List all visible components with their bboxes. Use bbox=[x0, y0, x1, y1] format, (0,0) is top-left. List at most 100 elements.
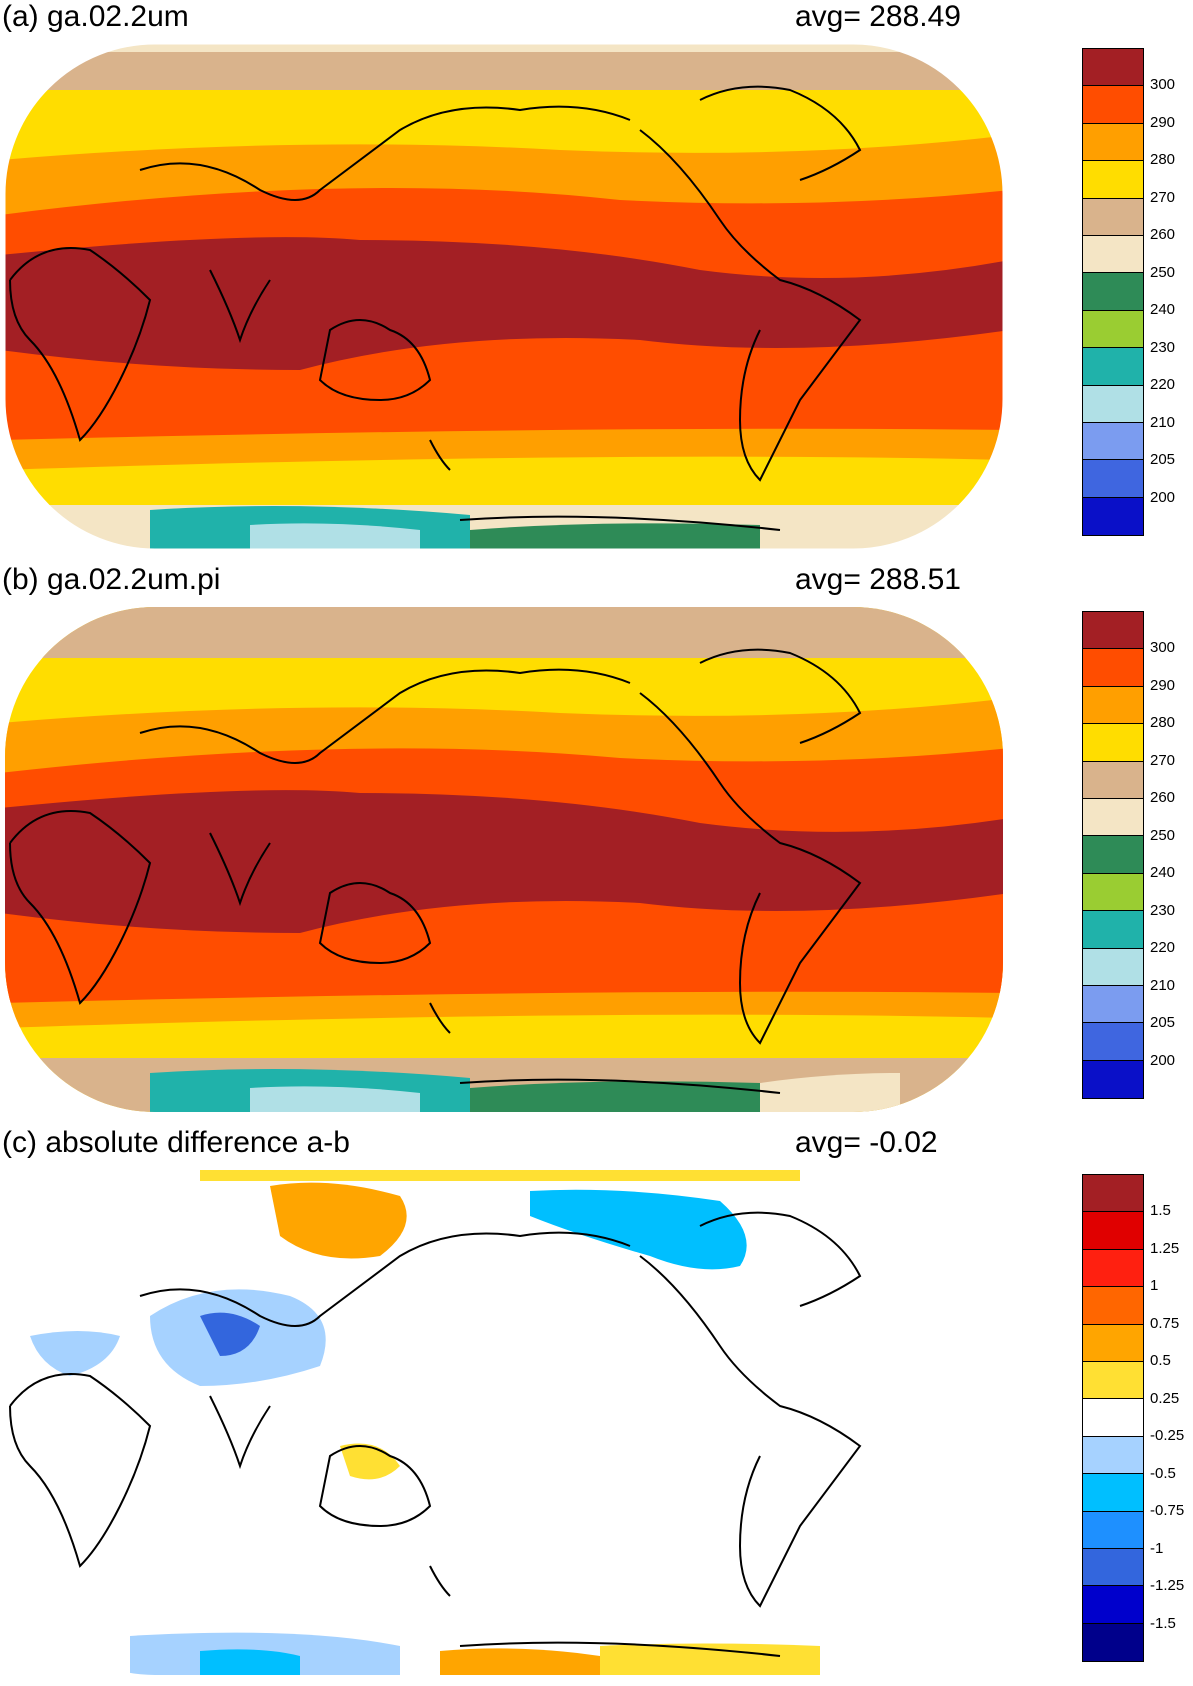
colorbar-cell bbox=[1083, 348, 1143, 386]
panel-b: (b) ga.02.2um.pi avg= 288.51 bbox=[0, 563, 1193, 1123]
colorbar-cell bbox=[1083, 1060, 1143, 1099]
panel-b-colorbar: 300 290 280 270 260 250 240 230 220 210 … bbox=[1082, 611, 1175, 1100]
map-background bbox=[5, 1170, 1003, 1675]
colorbar-cell bbox=[1083, 1287, 1143, 1325]
colorbar-label: 0.75 bbox=[1150, 1315, 1180, 1332]
colorbar-label: 270 bbox=[1150, 752, 1176, 769]
antarctic-240 bbox=[470, 1081, 760, 1112]
colorbar-cell bbox=[1083, 1623, 1143, 1662]
colorbar-cell bbox=[1083, 161, 1143, 199]
colorbar-label: 300 bbox=[1150, 639, 1176, 656]
colorbar-cell bbox=[1083, 49, 1143, 87]
colorbar-cell bbox=[1083, 385, 1143, 423]
colorbar-label: -0.25 bbox=[1150, 1427, 1185, 1444]
antarctic-210 bbox=[250, 523, 420, 549]
colorbar-cell bbox=[1083, 123, 1143, 162]
anomaly-neg-1.25 bbox=[200, 1312, 260, 1356]
colorbar-cell bbox=[1083, 235, 1143, 274]
panel-a-colorbar: 300 290 280 270 260 250 240 230 220 210 … bbox=[1082, 48, 1175, 537]
colorbar-label: 220 bbox=[1150, 376, 1176, 393]
anomaly-0.5 bbox=[270, 1182, 407, 1259]
colorbar-label: 260 bbox=[1150, 226, 1176, 243]
colorbar-label: 200 bbox=[1150, 489, 1176, 506]
anomaly-neg-0.75 bbox=[200, 1649, 300, 1675]
colorbar-label: -0.5 bbox=[1150, 1465, 1176, 1482]
panel-c: (c) absolute difference a-b avg= -0.02 bbox=[0, 1126, 1193, 1686]
colorbar-label: 205 bbox=[1150, 1014, 1176, 1031]
colorbar-label: 250 bbox=[1150, 264, 1176, 281]
coastlines bbox=[9, 648, 862, 1094]
panel-a-map bbox=[4, 43, 1004, 550]
colorbar-cell bbox=[1083, 1586, 1143, 1624]
colorbar-cell bbox=[1083, 1511, 1143, 1549]
colorbar-cell bbox=[1083, 1436, 1143, 1475]
coastlines bbox=[9, 1211, 862, 1657]
colorbar-cell bbox=[1083, 86, 1143, 124]
colorbar-cell bbox=[1083, 798, 1143, 837]
colorbar-cell bbox=[1083, 1212, 1143, 1250]
colorbar-label: -0.75 bbox=[1150, 1502, 1185, 1519]
colorbar-cell bbox=[1083, 985, 1143, 1024]
colorbar-label: 210 bbox=[1150, 977, 1176, 994]
colorbar-cell bbox=[1083, 1023, 1143, 1061]
colorbar-cell bbox=[1083, 497, 1143, 536]
colorbar-cell bbox=[1083, 1474, 1143, 1512]
panel-c-map bbox=[5, 1170, 1003, 1675]
colorbar-cell bbox=[1083, 310, 1143, 349]
colorbar-label: 280 bbox=[1150, 151, 1176, 168]
panel-c-title: (c) absolute difference a-b bbox=[2, 1126, 350, 1159]
colorbar-cell bbox=[1083, 1361, 1143, 1400]
colorbar-cell bbox=[1083, 422, 1143, 461]
panel-b-map bbox=[5, 607, 1003, 1112]
colorbar-label: 270 bbox=[1150, 189, 1176, 206]
colorbar-label: 0.25 bbox=[1150, 1390, 1180, 1407]
colorbar-label: 1.25 bbox=[1150, 1240, 1180, 1257]
colorbar-label: 290 bbox=[1150, 114, 1176, 131]
antarctic-250 bbox=[760, 1073, 900, 1112]
colorbar-label: -1.25 bbox=[1150, 1577, 1185, 1594]
anomaly-neg-0.75 bbox=[530, 1189, 747, 1270]
colorbar-cell bbox=[1083, 612, 1143, 650]
colorbar-label: 290 bbox=[1150, 677, 1176, 694]
panel-b-title: (b) ga.02.2um.pi bbox=[2, 563, 221, 596]
colorbar-label: 300 bbox=[1150, 76, 1176, 93]
anomaly-0.5 bbox=[440, 1648, 600, 1675]
colorbar-cell bbox=[1083, 686, 1143, 725]
colorbar-cell bbox=[1083, 873, 1143, 912]
colorbar-cell bbox=[1083, 460, 1143, 498]
antarctic-210 bbox=[250, 1086, 420, 1112]
panel-c-average: avg= -0.02 bbox=[795, 1126, 938, 1159]
colorbar-label: 1.5 bbox=[1150, 1202, 1171, 1219]
band-250-north bbox=[5, 44, 1003, 52]
colorbar-label: 250 bbox=[1150, 827, 1176, 844]
colorbar-cell bbox=[1083, 273, 1143, 311]
colorbar-cell bbox=[1083, 1324, 1143, 1362]
colorbar-label: 230 bbox=[1150, 339, 1176, 356]
colorbar-label: 1 bbox=[1150, 1277, 1159, 1294]
colorbar-label: 220 bbox=[1150, 939, 1176, 956]
band-260-north bbox=[5, 607, 1003, 658]
colorbar-label: 210 bbox=[1150, 414, 1176, 431]
colorbar-cell bbox=[1083, 911, 1143, 949]
panel-a-title: (a) ga.02.2um bbox=[2, 0, 189, 33]
colorbar-cell bbox=[1083, 836, 1143, 874]
colorbar-label: -1.5 bbox=[1150, 1615, 1176, 1632]
colorbar-cell bbox=[1083, 198, 1143, 236]
anomaly-0.25 bbox=[600, 1643, 820, 1675]
colorbar-label: 280 bbox=[1150, 714, 1176, 731]
colorbar-cell bbox=[1083, 1175, 1143, 1213]
colorbar-cell bbox=[1083, 948, 1143, 986]
anomaly-neg-0.25 bbox=[30, 1331, 120, 1376]
coastlines bbox=[9, 85, 862, 531]
colorbar-cell bbox=[1083, 724, 1143, 762]
colorbar-label: -1 bbox=[1150, 1540, 1164, 1557]
colorbar-label: 0.5 bbox=[1150, 1352, 1171, 1369]
panel-a-average: avg= 288.49 bbox=[795, 0, 961, 33]
colorbar-cell bbox=[1083, 1249, 1143, 1288]
colorbar-label: 240 bbox=[1150, 864, 1176, 881]
panel-b-average: avg= 288.51 bbox=[795, 563, 961, 596]
colorbar-cell bbox=[1083, 649, 1143, 687]
colorbar-label: 205 bbox=[1150, 451, 1176, 468]
panel-c-colorbar: 1.5 1.25 1 0.75 0.5 0.25 -0.25 -0.5 -0.7… bbox=[1082, 1174, 1184, 1663]
anomaly-0.25 bbox=[200, 1170, 800, 1181]
